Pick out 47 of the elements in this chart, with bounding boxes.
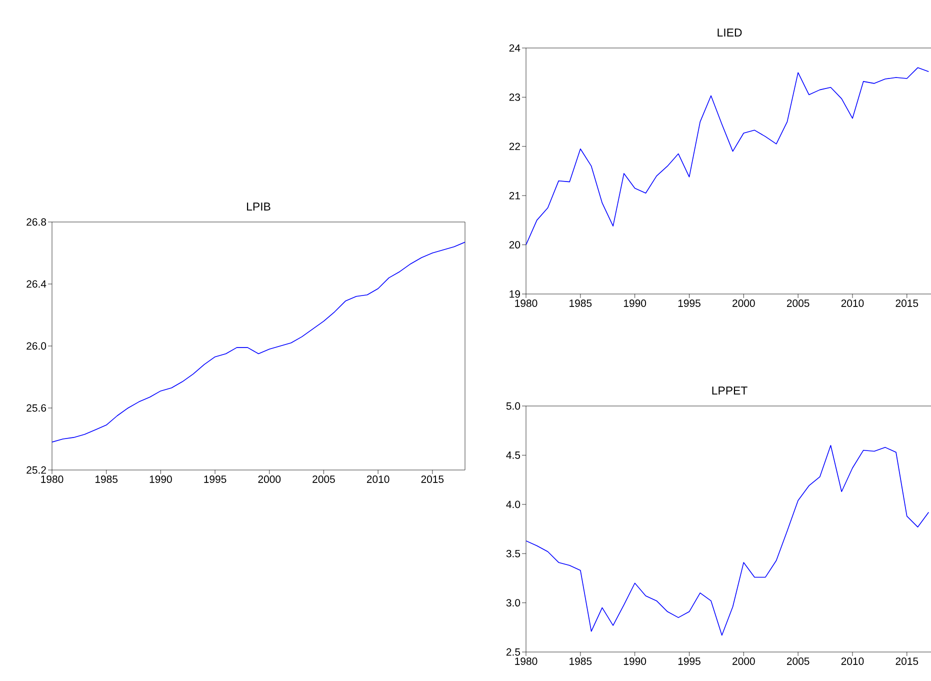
x-tick-label: 2000 [732, 658, 755, 665]
x-tick-label: 1990 [624, 300, 646, 307]
x-tick-label: 1980 [515, 658, 538, 665]
y-tick-label: 26.4 [26, 280, 46, 288]
y-tick-label: 5.0 [506, 402, 520, 410]
y-tick-label: 4.0 [506, 500, 520, 508]
y-tick-label: 26.8 [26, 218, 46, 226]
chart-title: LPIB [247, 202, 270, 210]
y-tick-label: 4.5 [506, 452, 520, 459]
y-tick-label: 22 [509, 142, 520, 150]
x-tick-label: 2005 [312, 476, 335, 483]
x-tick-label: 2005 [786, 300, 810, 307]
y-tick-label: 3.0 [506, 599, 520, 607]
y-tick-label: 25.6 [26, 404, 46, 412]
x-tick-label: 1990 [150, 476, 172, 483]
x-tick-label: 2015 [896, 300, 918, 307]
line-series [526, 444, 930, 636]
x-tick-label: 2010 [841, 300, 864, 307]
x-tick-label: 2000 [258, 476, 281, 483]
y-tick-label: 23 [509, 94, 520, 101]
y-tick-label: 24 [509, 44, 520, 52]
y-tick-label: 2.5 [506, 648, 520, 656]
y-tick-label: 26.0 [26, 342, 46, 350]
x-tick-label: 2010 [841, 658, 864, 665]
x-tick-label: 1985 [570, 300, 592, 307]
x-tick-label: 2015 [896, 658, 918, 665]
x-tick-label: 1985 [96, 476, 118, 483]
y-tick-label: 25.2 [26, 466, 46, 474]
chart-title: LIED [718, 28, 742, 36]
x-tick-label: 1985 [570, 658, 592, 665]
line-series [52, 242, 466, 442]
y-tick-label: 19 [510, 290, 520, 298]
y-tick-label: 20 [509, 241, 520, 249]
line-series [526, 67, 930, 246]
x-tick-label: 1980 [515, 300, 538, 307]
x-tick-label: 2010 [366, 476, 390, 483]
x-tick-label: 2015 [421, 476, 444, 483]
y-tick-label: 3.5 [506, 550, 520, 558]
x-tick-label: 2000 [732, 300, 755, 307]
x-tick-label: 1995 [678, 300, 700, 307]
x-tick-label: 1990 [624, 658, 646, 665]
x-tick-label: 1995 [678, 658, 700, 665]
chart-title: LPPET [712, 386, 748, 394]
y-tick-label: 21 [509, 192, 520, 200]
x-tick-label: 1995 [204, 476, 226, 483]
x-tick-label: 2005 [786, 658, 810, 665]
x-tick-label: 1980 [41, 476, 64, 483]
